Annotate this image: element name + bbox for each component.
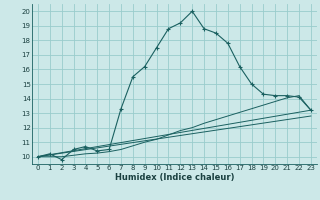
- X-axis label: Humidex (Indice chaleur): Humidex (Indice chaleur): [115, 173, 234, 182]
